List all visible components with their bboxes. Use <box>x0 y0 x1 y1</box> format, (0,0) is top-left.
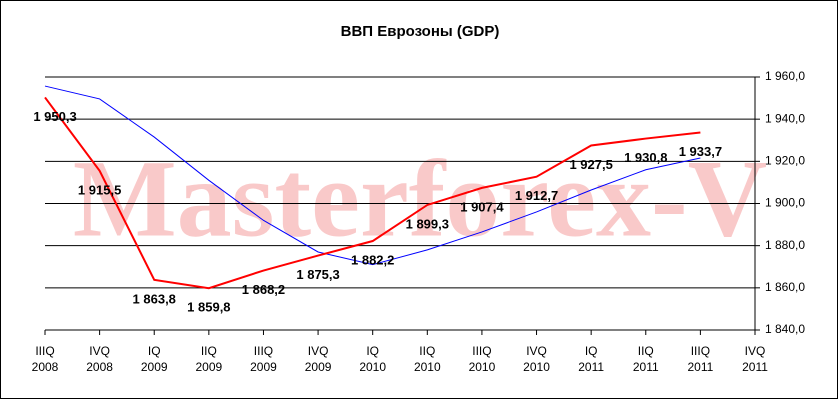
data-label: 1 882,2 <box>351 252 394 267</box>
y-tick-label: 1 900,0 <box>765 196 805 210</box>
data-label: 1 933,7 <box>679 144 722 159</box>
y-tick-label: 1 960,0 <box>765 69 805 83</box>
x-tick-label: IQ 2010 <box>359 344 386 374</box>
x-tick-label: IVQ 2009 <box>305 344 332 374</box>
x-tick-label: IIIQ 2009 <box>250 344 277 374</box>
data-label: 1 899,3 <box>406 216 449 231</box>
x-tick-label: IIIQ 2008 <box>32 344 59 374</box>
watermark: Masterforex-V <box>73 137 767 259</box>
x-tick-label: IIQ 2010 <box>414 344 441 374</box>
y-tick-label: 1 920,0 <box>765 154 805 168</box>
data-label: 1 863,8 <box>133 291 176 306</box>
data-label: 1 930,8 <box>624 150 667 165</box>
x-tick-label: IVQ 2008 <box>86 344 113 374</box>
x-tick-label: IVQ 2011 <box>742 344 768 374</box>
data-label: 1 875,3 <box>296 267 339 282</box>
x-tick-label: IIQ 2009 <box>195 344 222 374</box>
chart-title: ВВП Еврозоны (GDP) <box>341 23 500 40</box>
y-tick-label: 1 940,0 <box>765 111 805 125</box>
x-tick-label: IQ 2009 <box>141 344 168 374</box>
x-tick-label: IIIQ 2010 <box>469 344 496 374</box>
data-label: 1 950,3 <box>33 109 76 124</box>
x-tick-label: IIQ 2011 <box>633 344 659 374</box>
x-tick-label: IIIQ 2011 <box>687 344 713 374</box>
x-tick-label: IQ 2011 <box>578 344 604 374</box>
data-label: 1 915,5 <box>78 182 121 197</box>
series-line <box>44 85 701 266</box>
data-label: 1 927,5 <box>569 157 612 172</box>
data-label: 1 859,8 <box>187 300 230 315</box>
series-line <box>44 96 701 290</box>
data-label: 1 907,4 <box>460 199 504 214</box>
y-tick-label: 1 860,0 <box>765 280 805 294</box>
y-tick-label: 1 840,0 <box>765 322 805 336</box>
y-tick-label: 1 880,0 <box>765 238 805 252</box>
x-tick-label: IVQ 2010 <box>523 344 550 374</box>
data-label: 1 868,2 <box>242 282 285 297</box>
data-label: 1 912,7 <box>515 188 558 203</box>
